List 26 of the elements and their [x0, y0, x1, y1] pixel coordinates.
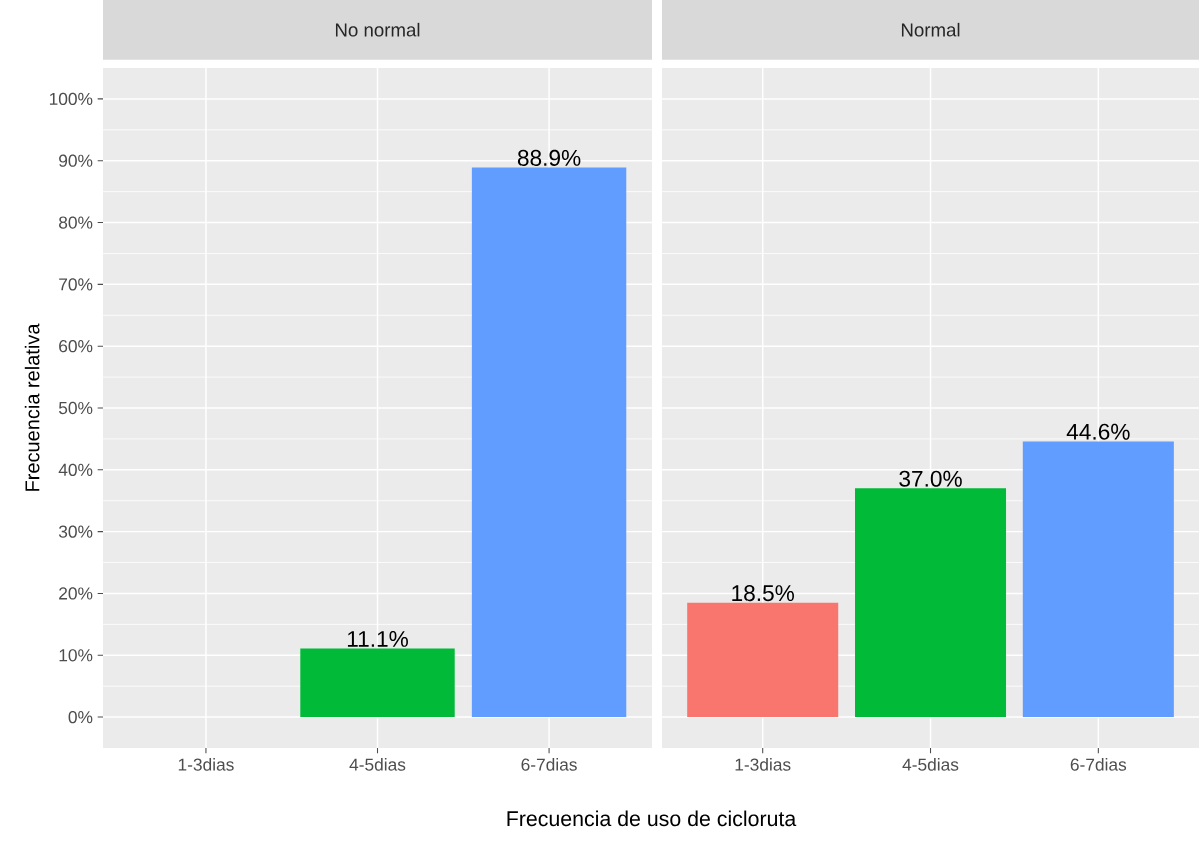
y-tick-label: 20%: [59, 587, 93, 600]
y-tick-label: 90%: [59, 154, 93, 167]
data-label: 88.9%: [517, 149, 581, 166]
chart-title: Normal: [901, 22, 960, 37]
chart-title: No normal: [335, 22, 420, 37]
data-label: 37.0%: [899, 470, 962, 487]
y-tick-label: 10%: [59, 649, 93, 662]
y-tick-label: 0%: [68, 710, 93, 724]
x-tick-label: 1-3dias: [735, 758, 791, 771]
y-tick-label: 60%: [59, 340, 93, 353]
data-label: 11.1%: [347, 631, 408, 647]
x-tick-label: 4-5dias: [902, 758, 959, 771]
x-tick-label: 1-3dias: [178, 758, 234, 771]
y-tick-label: 50%: [58, 401, 93, 415]
y-tick-label: 70%: [59, 278, 93, 291]
x-tick-label: 6-7dias: [1070, 758, 1127, 771]
x-axis-title: Frecuencia de uso de cicloruta: [507, 810, 797, 827]
y-tick-label: 80%: [59, 216, 93, 229]
data-label: 18.5%: [732, 585, 795, 602]
data-label: 44.6%: [1066, 423, 1130, 440]
x-tick-label: 6-7dias: [521, 758, 577, 771]
y-tick-label: 30%: [58, 525, 93, 538]
y-tick-label: 40%: [58, 463, 93, 476]
y-tick-label: 100%: [49, 92, 93, 106]
x-tick-label: 4-5dias: [349, 758, 406, 771]
y-axis-title: Frecuencia relativa: [24, 323, 40, 491]
